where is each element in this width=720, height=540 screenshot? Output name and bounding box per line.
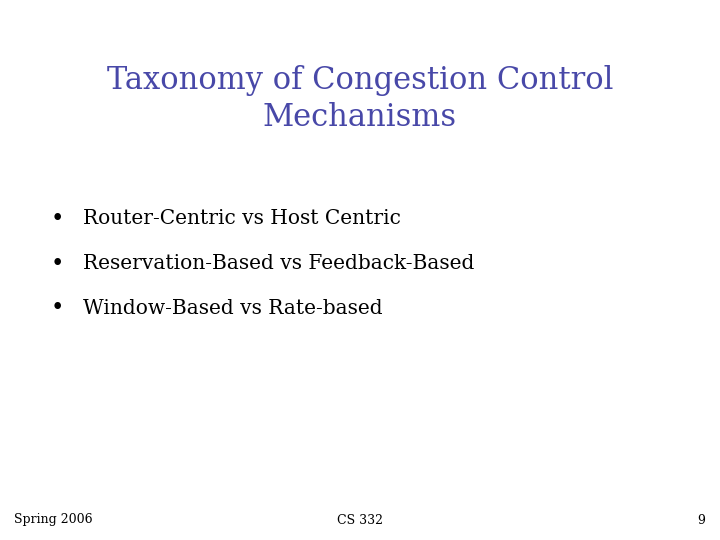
Text: 9: 9 [698,514,706,526]
Text: •: • [51,253,64,274]
Text: Router-Centric vs Host Centric: Router-Centric vs Host Centric [83,209,400,228]
Text: Taxonomy of Congestion Control
Mechanisms: Taxonomy of Congestion Control Mechanism… [107,65,613,133]
Text: •: • [51,208,64,230]
Text: Reservation-Based vs Feedback-Based: Reservation-Based vs Feedback-Based [83,254,474,273]
Text: Window-Based vs Rate-based: Window-Based vs Rate-based [83,299,382,318]
Text: CS 332: CS 332 [337,514,383,526]
Text: Spring 2006: Spring 2006 [14,514,93,526]
Text: •: • [51,298,64,319]
